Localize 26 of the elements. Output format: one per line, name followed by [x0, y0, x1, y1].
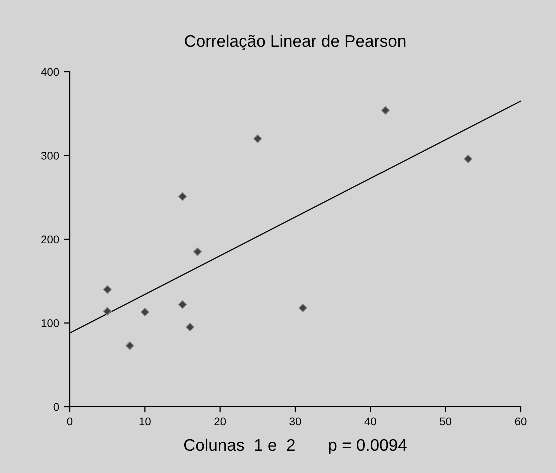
chart-title: Correlação Linear de Pearson: [185, 34, 406, 51]
y-tick-label: 0: [54, 403, 60, 412]
point: [140, 308, 150, 317]
x-tick-label: 40: [364, 418, 376, 426]
x-axis-title: Colunas 1 e 2 p = 0.0094: [184, 438, 407, 454]
x-tick-label: 10: [140, 418, 151, 426]
point: [178, 300, 188, 310]
point: [103, 307, 112, 316]
x-tick-label: 50: [440, 418, 452, 426]
point: [178, 192, 188, 202]
y-tick-label: 300: [41, 152, 60, 160]
x-tick-label: 60: [515, 418, 527, 426]
point: [193, 248, 202, 256]
point: [381, 106, 390, 115]
x-tick-label: 0: [67, 418, 73, 426]
y-tick-label: 100: [42, 320, 60, 328]
y-tick-label: 400: [41, 68, 60, 76]
y-tick-label: 200: [42, 236, 60, 244]
x-tick-label: 30: [290, 418, 302, 426]
point: [186, 323, 195, 332]
point: [254, 134, 262, 144]
x-tick-label: 20: [214, 418, 226, 426]
point: [126, 342, 134, 350]
point: [103, 285, 112, 294]
point: [464, 154, 473, 164]
point: [298, 304, 308, 313]
